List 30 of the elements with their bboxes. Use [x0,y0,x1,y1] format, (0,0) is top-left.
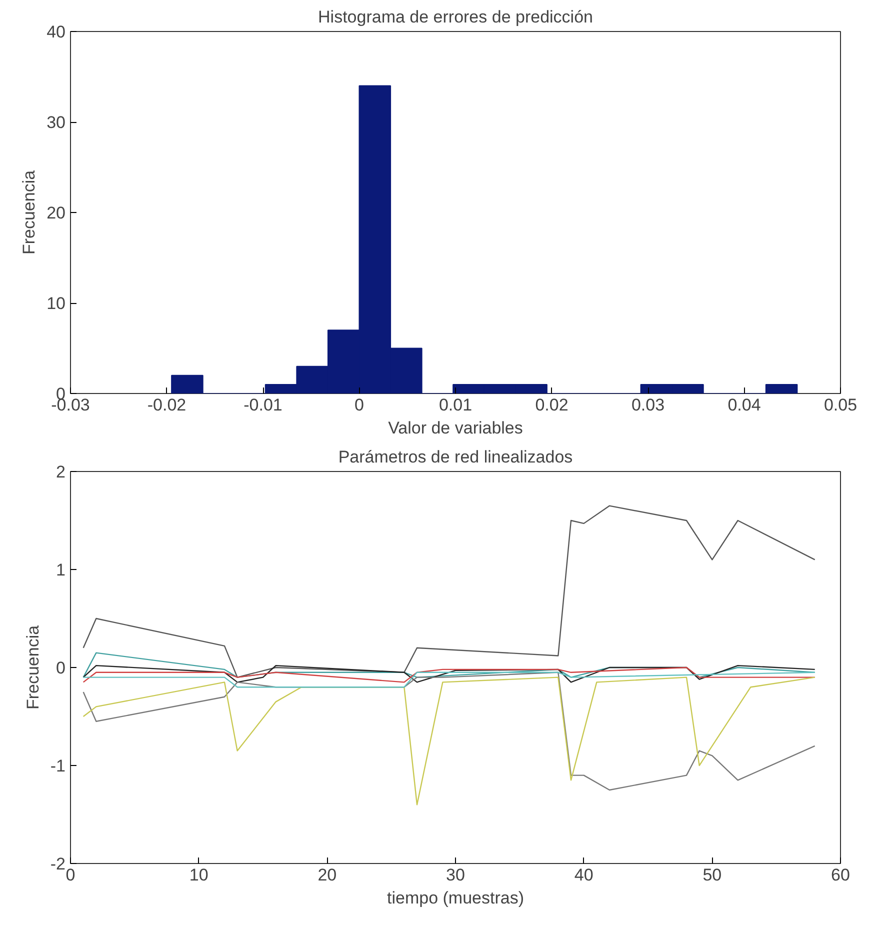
x-axis-title: tiempo (muestras) [387,888,524,908]
x-tick-label: -0.02 [147,396,186,414]
x-tick-label: 0.05 [824,396,858,414]
x-tick-label: 20 [318,866,337,884]
chart-title: Parámetros de red linealizados [338,448,573,466]
y-tick-label: 40 [46,22,66,42]
y-tick-label: 2 [56,462,66,482]
x-tick-label: 0.01 [438,396,472,414]
y-tick-label: 1 [56,560,66,580]
chart-title: Histograma de errores de predicción [318,8,593,26]
line-series [82,505,816,678]
y-tick-label: 20 [46,204,66,222]
y-axis-title: Frecuencia [23,624,42,710]
x-tick-label: 40 [574,866,594,884]
x-tick-label: -0.01 [244,396,282,414]
x-tick-label: 0.03 [631,396,665,414]
y-tick-label: -2 [50,854,66,874]
y-tick-label: 10 [46,294,66,313]
x-tick-label: 60 [831,866,850,884]
x-tick-label: 10 [189,866,208,884]
x-tick-label: 30 [446,866,465,884]
y-tick-label: 30 [46,113,66,132]
y-axis-title: Frecuencia [20,170,39,255]
y-tick-label: 0 [56,658,66,678]
x-tick-label: 0.02 [535,396,568,414]
x-tick-label: 0 [354,396,364,414]
x-tick-label: 0.04 [728,396,761,414]
x-axis-title: Valor de variables [388,418,523,438]
x-tick-label: 50 [702,866,722,884]
y-tick-label: -1 [50,756,66,776]
